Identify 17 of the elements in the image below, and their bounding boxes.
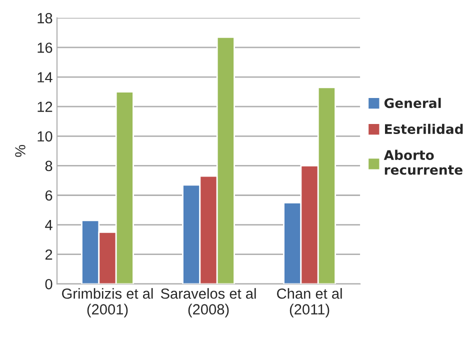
- legend-label: Aborto recurrente: [384, 150, 462, 175]
- legend-label: Esterilidad: [385, 124, 463, 134]
- y-tick-label: 4: [45, 220, 52, 230]
- x-tick-label: Chan et al (2011): [277, 288, 342, 318]
- y-tick-label: 8: [45, 160, 52, 172]
- legend-label: General: [384, 98, 441, 108]
- y-tick-label: 2: [45, 249, 52, 260]
- y-tick-label: 12: [38, 102, 52, 112]
- y-tick-label: 16: [38, 42, 52, 53]
- y-tick-label: 14: [38, 72, 52, 82]
- y-tick-label: 6: [45, 190, 52, 201]
- y-tick-label: 0: [45, 279, 52, 290]
- y-axis-title: %: [15, 144, 26, 157]
- x-tick-label: Grimbizis et al (2001): [62, 288, 153, 318]
- y-tick-label: 10: [38, 131, 52, 142]
- y-tick-label: 18: [38, 13, 52, 24]
- x-tick-label: Saravelos et al (2008): [160, 288, 256, 318]
